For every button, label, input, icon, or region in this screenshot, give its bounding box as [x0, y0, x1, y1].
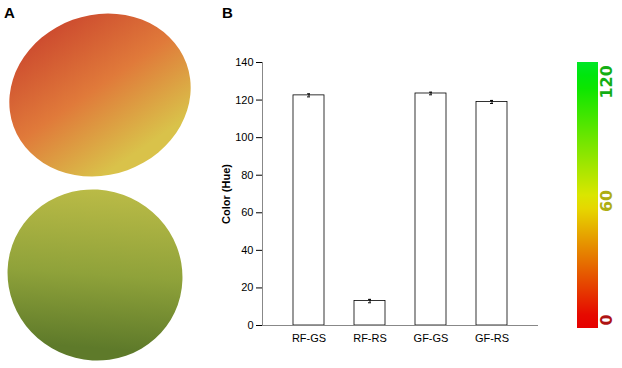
svg-text:RF-RS: RF-RS — [353, 332, 387, 344]
html-text:A: A — [4, 4, 15, 21]
svg-text:0: 0 — [597, 314, 616, 325]
svg-text:60: 60 — [597, 190, 616, 212]
svg-text:GF-RS: GF-RS — [475, 332, 509, 344]
svg-text:60: 60 — [241, 206, 253, 218]
svg-text:GF-GS: GF-GS — [414, 332, 449, 344]
svg-text:120: 120 — [235, 94, 253, 106]
svg-text:RF-GS: RF-GS — [292, 332, 326, 344]
svg-text:140: 140 — [235, 56, 253, 68]
html-text:B: B — [222, 4, 233, 21]
svg-text:40: 40 — [241, 244, 253, 256]
svg-text:Color (Hue): Color (Hue) — [220, 164, 232, 224]
svg-text:0: 0 — [247, 319, 253, 331]
svg-text:20: 20 — [241, 281, 253, 293]
svg-text:100: 100 — [235, 131, 253, 143]
svg-text:80: 80 — [241, 169, 253, 181]
svg-text:120: 120 — [597, 65, 616, 98]
